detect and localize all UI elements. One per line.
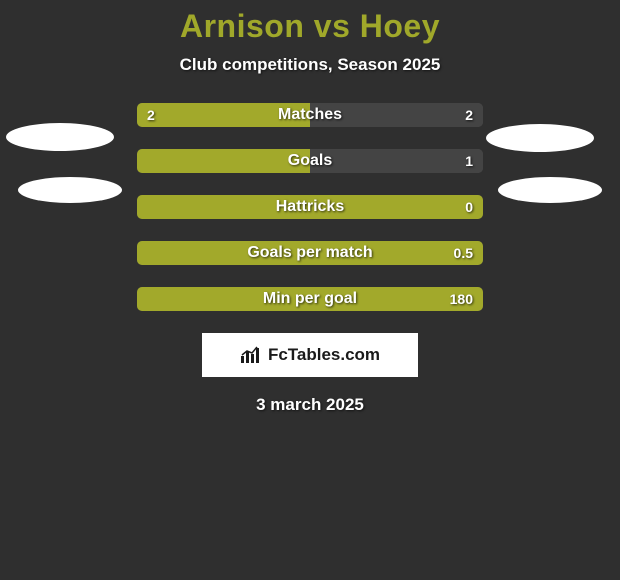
date-label: 3 march 2025	[0, 395, 620, 415]
stat-bar-right	[310, 103, 483, 127]
stat-row: Hattricks0	[137, 195, 483, 219]
decor-ellipse-right-2	[498, 177, 602, 203]
stat-bar-left	[137, 195, 483, 219]
stat-bar-left	[137, 241, 483, 265]
stat-bar-left	[137, 103, 310, 127]
brand-badge: FcTables.com	[202, 333, 418, 377]
brand-text: FcTables.com	[268, 345, 380, 365]
decor-ellipse-left-2	[18, 177, 122, 203]
comparison-infographic: Arnison vs Hoey Club competitions, Seaso…	[0, 0, 620, 580]
bar-chart-icon	[240, 346, 262, 364]
decor-ellipse-right-1	[486, 124, 594, 152]
stat-bars: Matches22 Goals1 Hattricks0 Goals per match…	[137, 103, 483, 311]
stat-bar-left	[137, 149, 310, 173]
stat-row: Matches22	[137, 103, 483, 127]
subtitle: Club competitions, Season 2025	[0, 55, 620, 75]
decor-ellipse-left-1	[6, 123, 114, 151]
stat-row: Goals per match0.5	[137, 241, 483, 265]
stat-bar-right	[310, 149, 483, 173]
stat-row: Goals1	[137, 149, 483, 173]
stat-bar-left	[137, 287, 483, 311]
page-title: Arnison vs Hoey	[0, 0, 620, 45]
stat-row: Min per goal180	[137, 287, 483, 311]
